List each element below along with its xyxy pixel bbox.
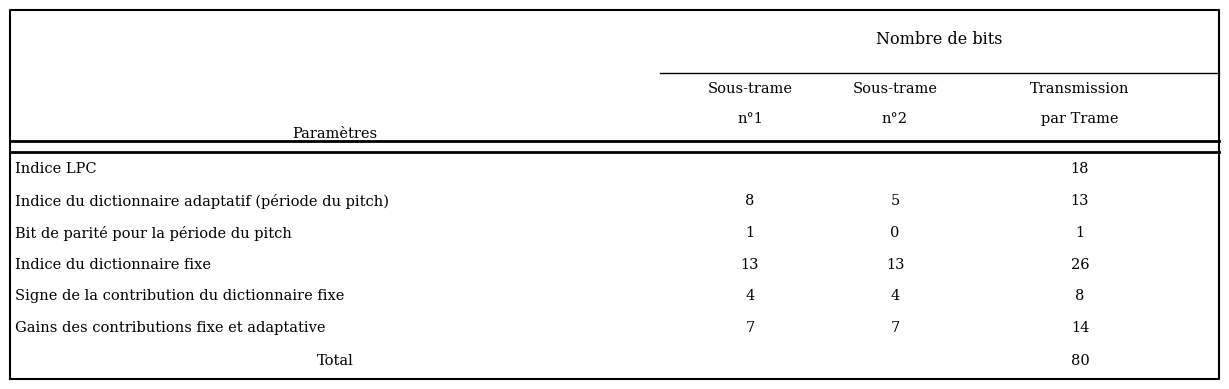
Text: Total: Total <box>317 354 354 368</box>
Text: Indice LPC: Indice LPC <box>15 162 97 176</box>
Text: 13: 13 <box>886 258 905 272</box>
Text: 13: 13 <box>741 258 760 272</box>
Text: 14: 14 <box>1070 321 1089 335</box>
Text: Sous-trame: Sous-trame <box>708 82 793 96</box>
Text: 8: 8 <box>745 194 755 208</box>
Text: 0: 0 <box>890 226 900 240</box>
Text: Nombre de bits: Nombre de bits <box>876 30 1003 47</box>
Text: Transmission: Transmission <box>1030 82 1129 96</box>
Text: 7: 7 <box>745 321 755 335</box>
Text: n°1: n°1 <box>737 112 763 126</box>
Text: 7: 7 <box>890 321 900 335</box>
Text: Indice du dictionnaire adaptatif (période du pitch): Indice du dictionnaire adaptatif (périod… <box>15 193 390 209</box>
Text: 13: 13 <box>1070 194 1089 208</box>
Text: 80: 80 <box>1070 354 1089 368</box>
Text: Paramètres: Paramètres <box>293 127 377 141</box>
Text: 8: 8 <box>1075 289 1085 303</box>
Text: Bit de parité pour la période du pitch: Bit de parité pour la période du pitch <box>15 226 291 240</box>
Text: 26: 26 <box>1070 258 1089 272</box>
Text: Indice du dictionnaire fixe: Indice du dictionnaire fixe <box>15 258 211 272</box>
Text: 18: 18 <box>1070 162 1089 176</box>
Text: Signe de la contribution du dictionnaire fixe: Signe de la contribution du dictionnaire… <box>15 289 344 303</box>
Text: 4: 4 <box>890 289 900 303</box>
Text: par Trame: par Trame <box>1041 112 1118 126</box>
Text: n°2: n°2 <box>882 112 908 126</box>
Text: 4: 4 <box>745 289 755 303</box>
Text: 5: 5 <box>890 194 900 208</box>
Text: Gains des contributions fixe et adaptative: Gains des contributions fixe et adaptati… <box>15 321 326 335</box>
Text: 1: 1 <box>746 226 755 240</box>
Text: 1: 1 <box>1075 226 1084 240</box>
Text: Sous-trame: Sous-trame <box>853 82 938 96</box>
